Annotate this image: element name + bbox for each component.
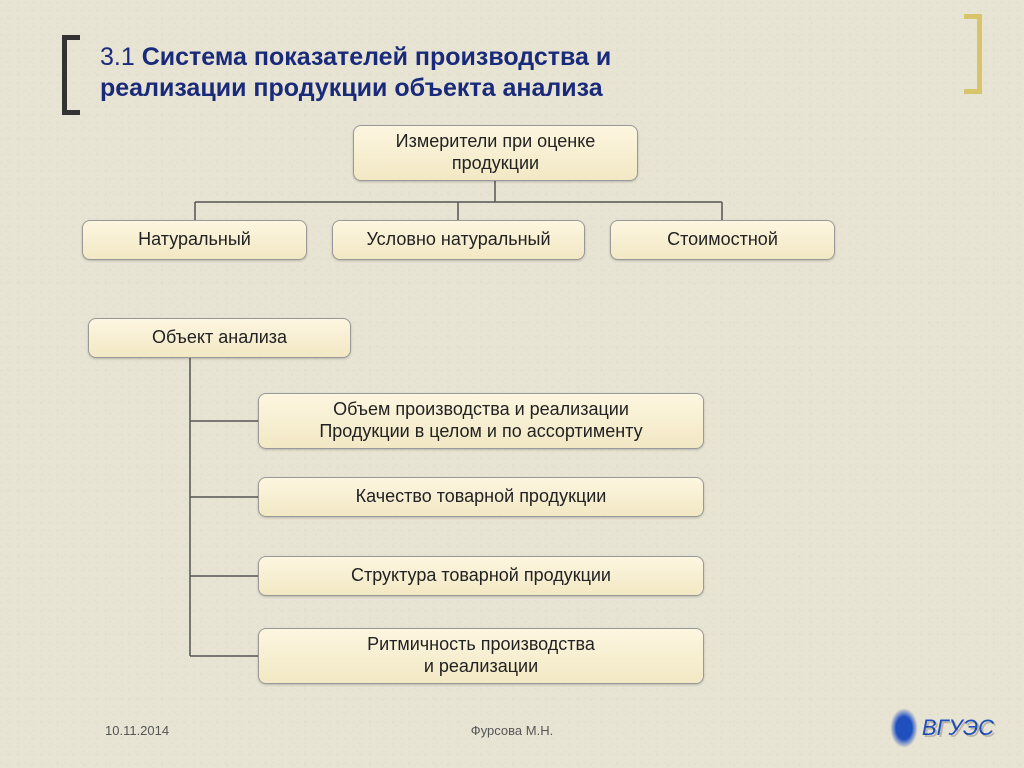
slide-title: 3.1 Система показателей производства и р…	[100, 42, 934, 105]
node-a_rhythm: Ритмичность производстваи реализации	[258, 628, 704, 684]
bracket-right	[964, 14, 982, 94]
title-line1: Система показателей производства и	[142, 43, 612, 71]
footer-date: 10.11.2014	[105, 723, 169, 738]
node-root2: Объект анализа	[88, 318, 351, 358]
logo: ВГУЭС ВГУЭС	[890, 708, 994, 748]
footer-author: Фурсова М.Н.	[471, 723, 553, 738]
node-a_struct: Структура товарной продукции	[258, 556, 704, 596]
node-n_cond: Условно натуральный	[332, 220, 585, 260]
node-n_nat: Натуральный	[82, 220, 307, 260]
node-root1: Измерители при оценкепродукции	[353, 125, 638, 181]
title-line2: реализации продукции объекта анализа	[100, 74, 603, 102]
node-a_qual: Качество товарной продукции	[258, 477, 704, 517]
node-n_cost: Стоимостной	[610, 220, 835, 260]
title-number: 3.1	[100, 43, 135, 71]
node-a_vol: Объем производства и реализацииПродукции…	[258, 393, 704, 449]
logo-figure-icon	[890, 708, 918, 748]
bracket-left	[62, 35, 80, 115]
